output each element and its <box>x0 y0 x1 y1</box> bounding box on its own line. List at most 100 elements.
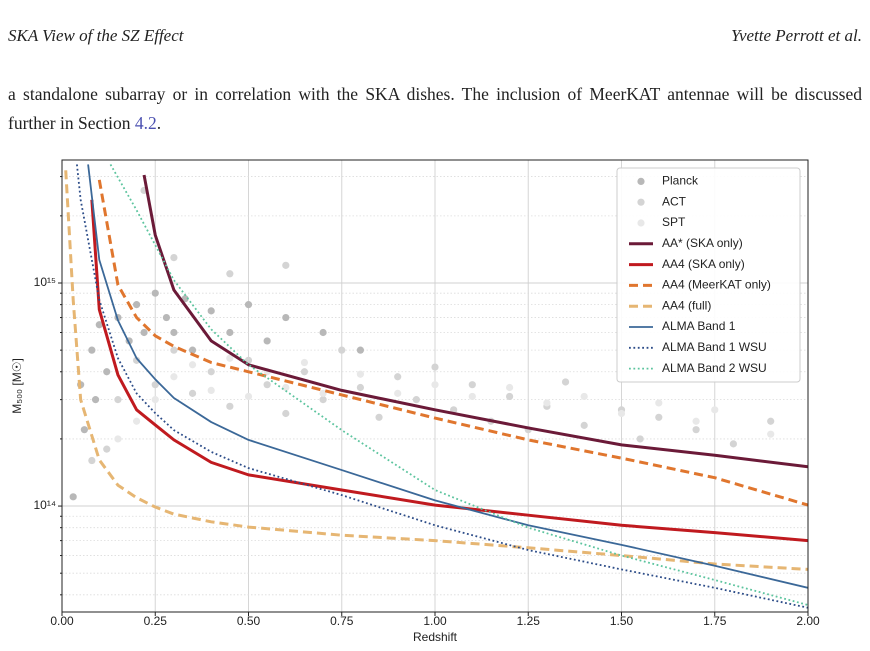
data-point <box>226 270 234 278</box>
legend-label: Planck <box>662 174 699 188</box>
legend-label: ACT <box>662 194 687 208</box>
data-point <box>282 409 290 418</box>
data-point <box>244 301 253 309</box>
data-point <box>431 381 439 389</box>
data-point <box>91 396 100 404</box>
data-point <box>617 409 626 418</box>
data-point <box>140 328 148 337</box>
data-point <box>468 381 476 389</box>
section-link[interactable]: 4.2 <box>134 113 157 133</box>
data-point <box>431 363 439 371</box>
x-tick-label: 2.00 <box>796 614 820 628</box>
legend-label: ALMA Band 2 WSU <box>662 361 767 375</box>
data-point <box>207 386 215 395</box>
data-point <box>692 417 700 425</box>
y-tick-label: 10¹⁵ <box>34 275 56 289</box>
data-point <box>188 361 197 369</box>
data-point <box>561 378 570 386</box>
x-axis-label: Redshift <box>413 630 458 644</box>
data-point <box>412 396 420 404</box>
legend-marker <box>637 219 645 227</box>
data-point <box>300 368 309 376</box>
data-point <box>356 370 364 378</box>
x-tick-label: 0.75 <box>330 614 354 628</box>
data-point <box>170 328 178 337</box>
axes: 0.00 0.25 0.50 0.75 1.00 1.25 1.50 1.75 2.00 10¹⁴… <box>34 176 820 628</box>
data-point <box>319 396 327 404</box>
data-point <box>692 426 700 434</box>
x-tick-label: 0.00 <box>50 614 74 628</box>
y-tick-label: 10¹⁴ <box>34 498 57 512</box>
legend-label: AA* (SKA only) <box>662 236 743 250</box>
data-point <box>151 289 159 297</box>
x-tick-label: 0.50 <box>237 614 261 628</box>
data-point <box>114 435 122 443</box>
y-axis-label: M₅₀₀ [M☉] <box>10 358 24 414</box>
data-point <box>580 392 588 401</box>
data-point <box>356 346 364 354</box>
data-point <box>655 399 663 407</box>
data-point <box>103 445 111 453</box>
data-point <box>338 346 346 354</box>
data-point <box>711 406 719 414</box>
data-point <box>133 356 141 364</box>
legend-label: SPT <box>662 215 686 229</box>
running-title: SKA View of the SZ Effect <box>8 26 184 45</box>
data-point <box>319 328 327 337</box>
data-point <box>506 383 514 392</box>
data-point <box>88 456 96 465</box>
data-point <box>244 392 253 401</box>
legend-label: ALMA Band 1 <box>662 319 736 333</box>
data-point <box>103 368 111 376</box>
data-point <box>114 396 122 404</box>
data-point <box>170 373 178 381</box>
data-point <box>356 383 364 392</box>
data-point <box>207 368 215 376</box>
legend: Planck ACT SPT AA* (SKA only) AA4 (SKA only)… <box>616 167 801 383</box>
data-point <box>133 417 141 425</box>
data-point <box>170 346 178 354</box>
data-point <box>580 421 588 429</box>
data-point <box>319 389 327 397</box>
data-point <box>468 392 476 401</box>
data-point <box>375 413 383 421</box>
data-point <box>69 493 77 501</box>
data-point <box>95 321 103 329</box>
data-point <box>729 440 738 448</box>
data-point <box>767 417 775 425</box>
x-tick-label: 1.00 <box>423 614 447 628</box>
data-point <box>207 307 215 315</box>
data-point <box>188 389 197 397</box>
series-line <box>97 179 808 507</box>
data-point <box>151 396 159 404</box>
paragraph: a standalone subarray or in correlation … <box>8 80 862 138</box>
legend-label: ALMA Band 1 WSU <box>662 340 767 354</box>
x-tick-label: 1.50 <box>610 614 634 628</box>
data-point <box>506 392 514 401</box>
data-point <box>133 301 141 309</box>
data-point <box>394 373 402 381</box>
data-point <box>394 389 402 397</box>
data-point <box>767 430 775 438</box>
data-point <box>80 426 88 434</box>
data-point <box>162 313 171 322</box>
plot-area <box>64 164 808 609</box>
series-line <box>90 199 808 543</box>
data-point <box>543 399 551 407</box>
data-point <box>282 383 290 392</box>
series-line <box>87 164 808 589</box>
data-point <box>636 435 644 443</box>
paragraph-text: . <box>156 113 162 133</box>
data-point <box>151 381 159 389</box>
series-line <box>142 174 808 469</box>
data-point <box>226 354 234 362</box>
data-point <box>300 358 309 367</box>
running-authors: Yvette Perrott et al. <box>731 26 862 45</box>
data-point <box>263 337 271 345</box>
data-point <box>282 261 290 269</box>
legend-label: AA4 (SKA only) <box>662 257 745 271</box>
legend-box <box>616 167 801 383</box>
data-point <box>282 313 290 322</box>
